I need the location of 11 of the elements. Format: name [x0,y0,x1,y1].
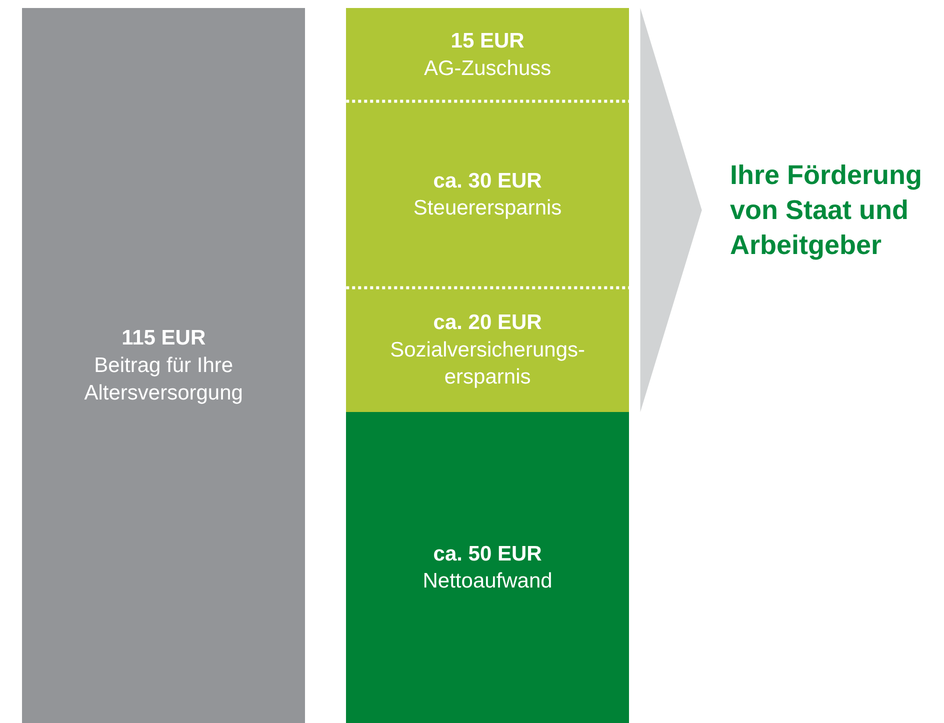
series-label: Beitrag für Ihre Altersversorgung [84,354,243,404]
data-label: 115 EUR [122,326,206,350]
series-label: Steuerersparnis [413,196,562,220]
series-label: Sozialversicherungs-ersparnis [390,338,586,389]
data-label: 15 EUR [450,29,524,52]
series-label: AG-Zuschuss [424,56,552,80]
data-label: ca. 50 EUR [433,542,542,566]
text: Ihre Förderung von Staat und Arbeitgeber [730,160,922,260]
data-label: ca. 20 EUR [433,311,542,334]
series-label: Nettoaufwand [422,570,552,593]
data-label: ca. 30 EUR [433,169,542,192]
